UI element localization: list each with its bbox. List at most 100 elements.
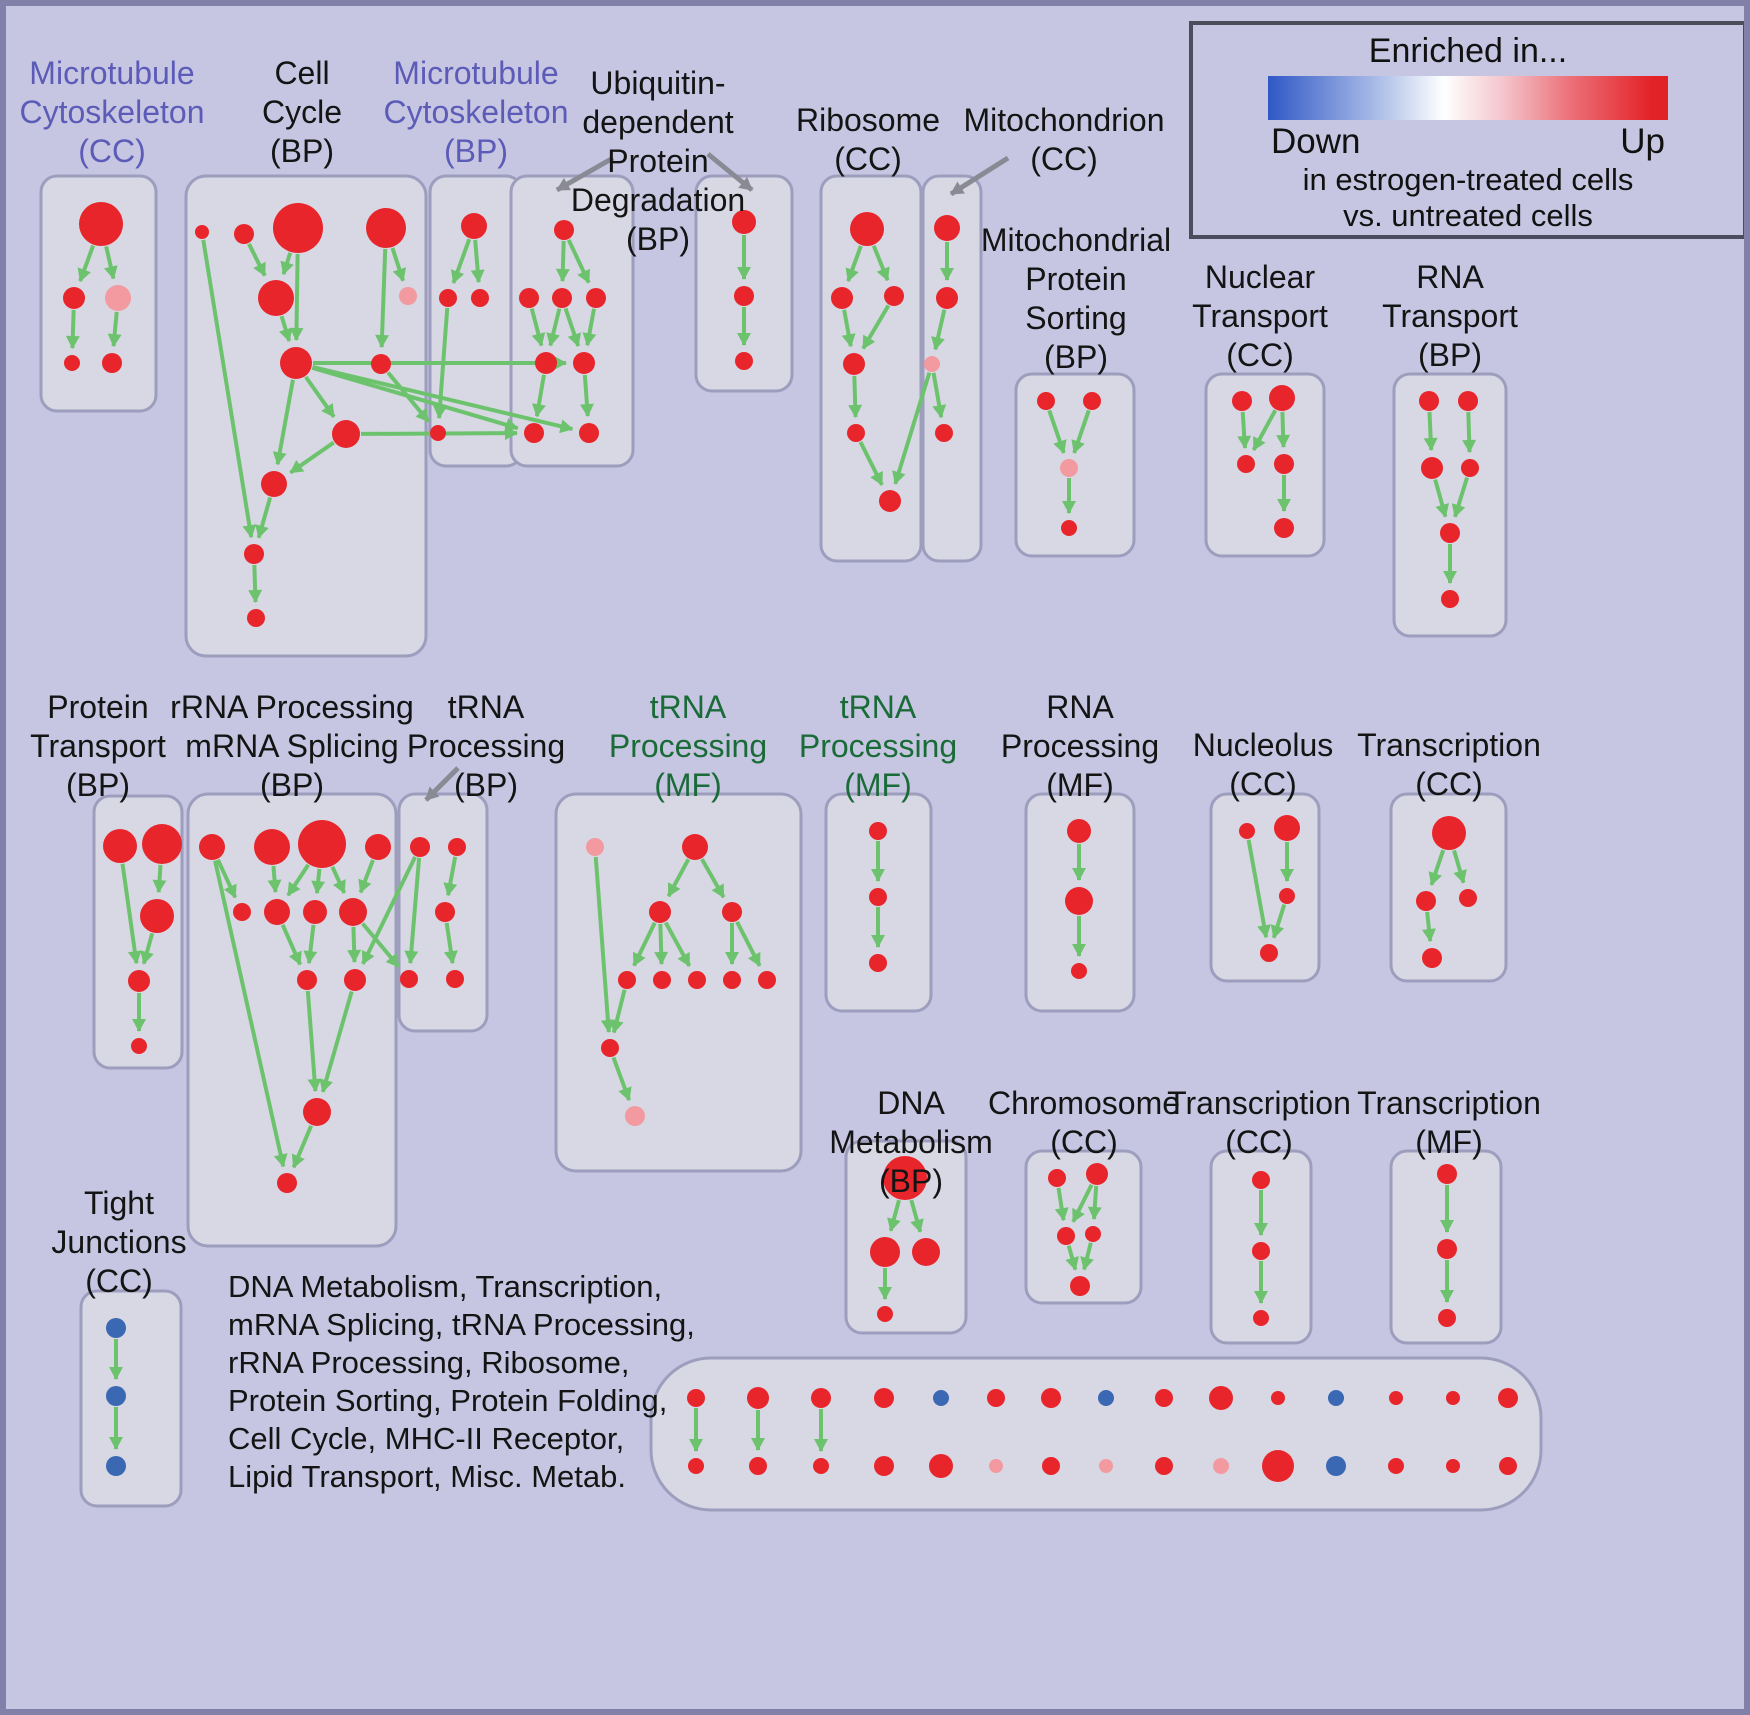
graph-node <box>987 1389 1005 1407</box>
graph-edge <box>700 858 726 899</box>
graph-node <box>1086 1163 1108 1185</box>
graph-node <box>399 287 417 305</box>
graph-node <box>934 215 960 241</box>
graph-node <box>439 289 457 307</box>
graph-edge <box>311 868 326 895</box>
graph-node <box>1437 1239 1457 1259</box>
graph-node <box>102 353 122 373</box>
graph-node <box>687 1389 705 1407</box>
graph-node <box>735 352 753 370</box>
graph-node <box>273 203 323 253</box>
graph-edge <box>563 307 582 347</box>
graph-node <box>1085 1226 1101 1242</box>
graph-node <box>649 901 671 923</box>
graph-node <box>446 970 464 988</box>
graph-edge <box>582 308 597 347</box>
graph-edge <box>858 441 884 486</box>
graph-edge <box>1071 1183 1094 1223</box>
graph-node <box>1041 1388 1061 1408</box>
graph-node <box>843 353 865 375</box>
graph-node <box>924 356 940 372</box>
graph-edge <box>358 859 375 894</box>
graph-edge <box>1451 476 1469 518</box>
graph-edge <box>848 375 863 419</box>
graph-edge <box>1428 849 1446 886</box>
graph-node <box>1209 1386 1233 1410</box>
graph-node <box>1067 819 1091 843</box>
legend-title: Enriched in... <box>1368 32 1568 70</box>
graph-edge <box>1080 1242 1094 1271</box>
graph-edge <box>871 244 890 282</box>
graph-edge <box>579 374 594 418</box>
graph-node <box>1232 391 1252 411</box>
graph-node <box>366 208 406 248</box>
graph-edge <box>255 496 273 539</box>
graph-node <box>448 838 466 856</box>
graph-node <box>1440 523 1460 543</box>
graph-edge <box>1452 849 1467 884</box>
graph-node <box>519 288 539 308</box>
graph-edge <box>267 865 282 894</box>
graph-node <box>831 287 853 309</box>
legend-up-label: Up <box>1620 122 1665 161</box>
graph-node <box>554 220 574 240</box>
graph-node <box>277 1173 297 1193</box>
graph-node <box>1461 459 1479 477</box>
graph-node <box>1071 963 1087 979</box>
graph-edge <box>279 315 293 342</box>
graph-node <box>883 1156 927 1200</box>
graph-edge <box>303 924 318 965</box>
graph-node <box>1388 1458 1404 1474</box>
graph-edge <box>120 863 142 965</box>
graph-edge <box>1054 1187 1069 1222</box>
graph-edge <box>305 990 322 1093</box>
graph-edge <box>470 239 485 284</box>
graph-edge <box>841 309 856 348</box>
graph-node <box>435 902 455 922</box>
graph-node <box>1279 888 1295 904</box>
graph-edge <box>1462 411 1477 454</box>
graph-edge <box>1065 1245 1079 1271</box>
graph-node <box>933 1390 949 1406</box>
graph-edge <box>104 245 118 280</box>
graph-node <box>912 1238 940 1266</box>
graph-node <box>1269 385 1295 411</box>
graph-node <box>1252 1242 1270 1260</box>
graph-node <box>625 1106 645 1126</box>
graph-edge <box>861 304 891 350</box>
graph-edge <box>201 239 257 539</box>
graph-node <box>1437 1164 1457 1184</box>
graph-edge <box>213 860 288 1168</box>
graph-node <box>1061 520 1077 536</box>
graph-edge <box>272 379 295 466</box>
graph-node <box>573 352 595 374</box>
graph-node <box>586 838 604 856</box>
graph-node <box>371 354 391 374</box>
graph-edge <box>319 990 354 1093</box>
graph-node <box>280 347 312 379</box>
graph-node <box>653 971 671 989</box>
graph-edge <box>347 926 362 964</box>
graph-edge <box>532 374 546 418</box>
graph-edge <box>663 921 692 967</box>
graph-edge <box>216 858 238 899</box>
graph-node <box>79 202 123 246</box>
graph-node <box>1438 1309 1456 1327</box>
graph-edge <box>1422 911 1436 943</box>
cluster-box-mitochondrion-cc <box>921 174 983 563</box>
graph-edge <box>654 923 669 966</box>
graph-edge <box>304 375 336 418</box>
graph-node <box>254 829 290 865</box>
graph-edge <box>1433 479 1450 518</box>
graph-node <box>1083 392 1101 410</box>
graph-node <box>1446 1391 1460 1405</box>
graph-node <box>535 352 557 374</box>
graph-node <box>247 609 265 627</box>
graph-node <box>869 888 887 906</box>
graph-node <box>1389 1391 1403 1405</box>
graph-node <box>1260 944 1278 962</box>
graph-node <box>1213 1458 1229 1474</box>
cluster-box-ubiquitin-protein-degradation-bp-right <box>694 174 794 393</box>
graph-node <box>929 1454 953 1478</box>
